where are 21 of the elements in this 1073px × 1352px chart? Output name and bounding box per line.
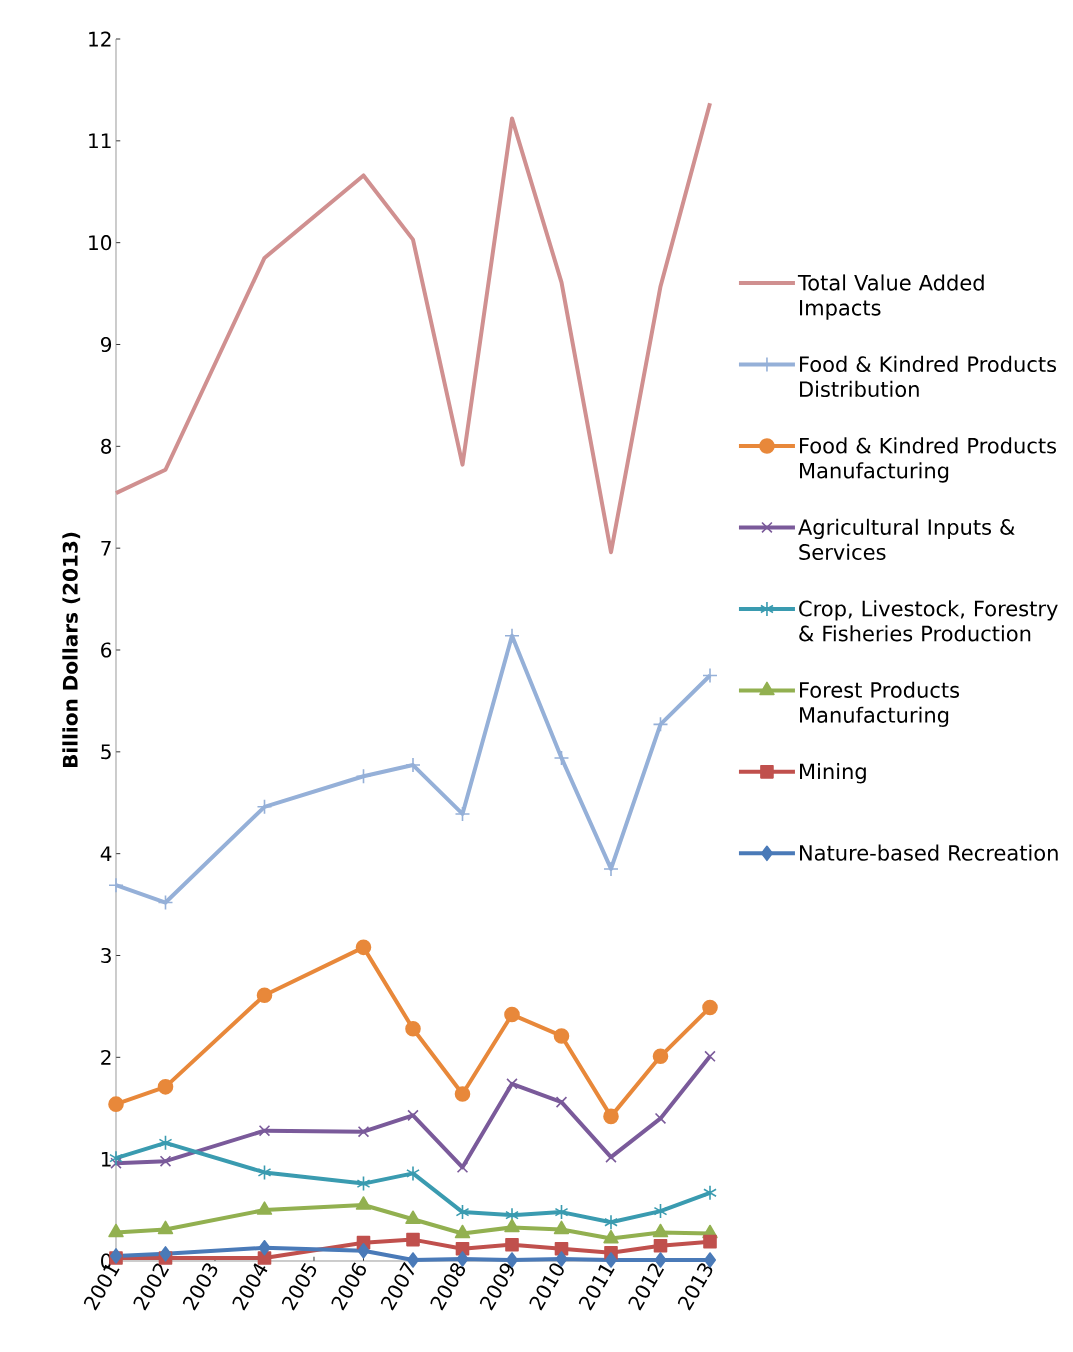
legend-label: Food & Kindred Products Manufacturing [800, 437, 1057, 483]
legend-label: Mining [800, 763, 866, 784]
y-tick-label: 3 [101, 947, 111, 964]
y-tick-label: 2 [101, 1049, 111, 1065]
y-tick-label: 7 [101, 540, 111, 556]
y-tick-label: 10 [89, 235, 112, 251]
y-tick-label: 8 [101, 438, 112, 454]
legend-label: Forest Products Manufacturing [800, 681, 960, 727]
legend-label: Crop, Livestock, Forestry & Fisheries Production [799, 600, 1058, 642]
y-tick-label: 9 [101, 336, 112, 353]
legend-label: Total Value Added Impacts [797, 274, 984, 320]
y-tick-label: 11 [89, 133, 111, 149]
legend-label: Food & Kindred Products Distribution [800, 355, 1057, 398]
y-tick-label: 12 [89, 31, 111, 47]
y-tick-label: 1 [101, 1151, 111, 1167]
legend-label: Agricultural Inputs & Services [798, 518, 1015, 561]
y-tick-label: 6 [101, 642, 112, 658]
legend-label: Nature-based Recreation [800, 844, 1058, 861]
y-tick-label: 5 [101, 744, 111, 760]
y-axis-title: Billion Dollars (2013) [62, 532, 81, 768]
y-tick-label: 4 [100, 846, 112, 861]
